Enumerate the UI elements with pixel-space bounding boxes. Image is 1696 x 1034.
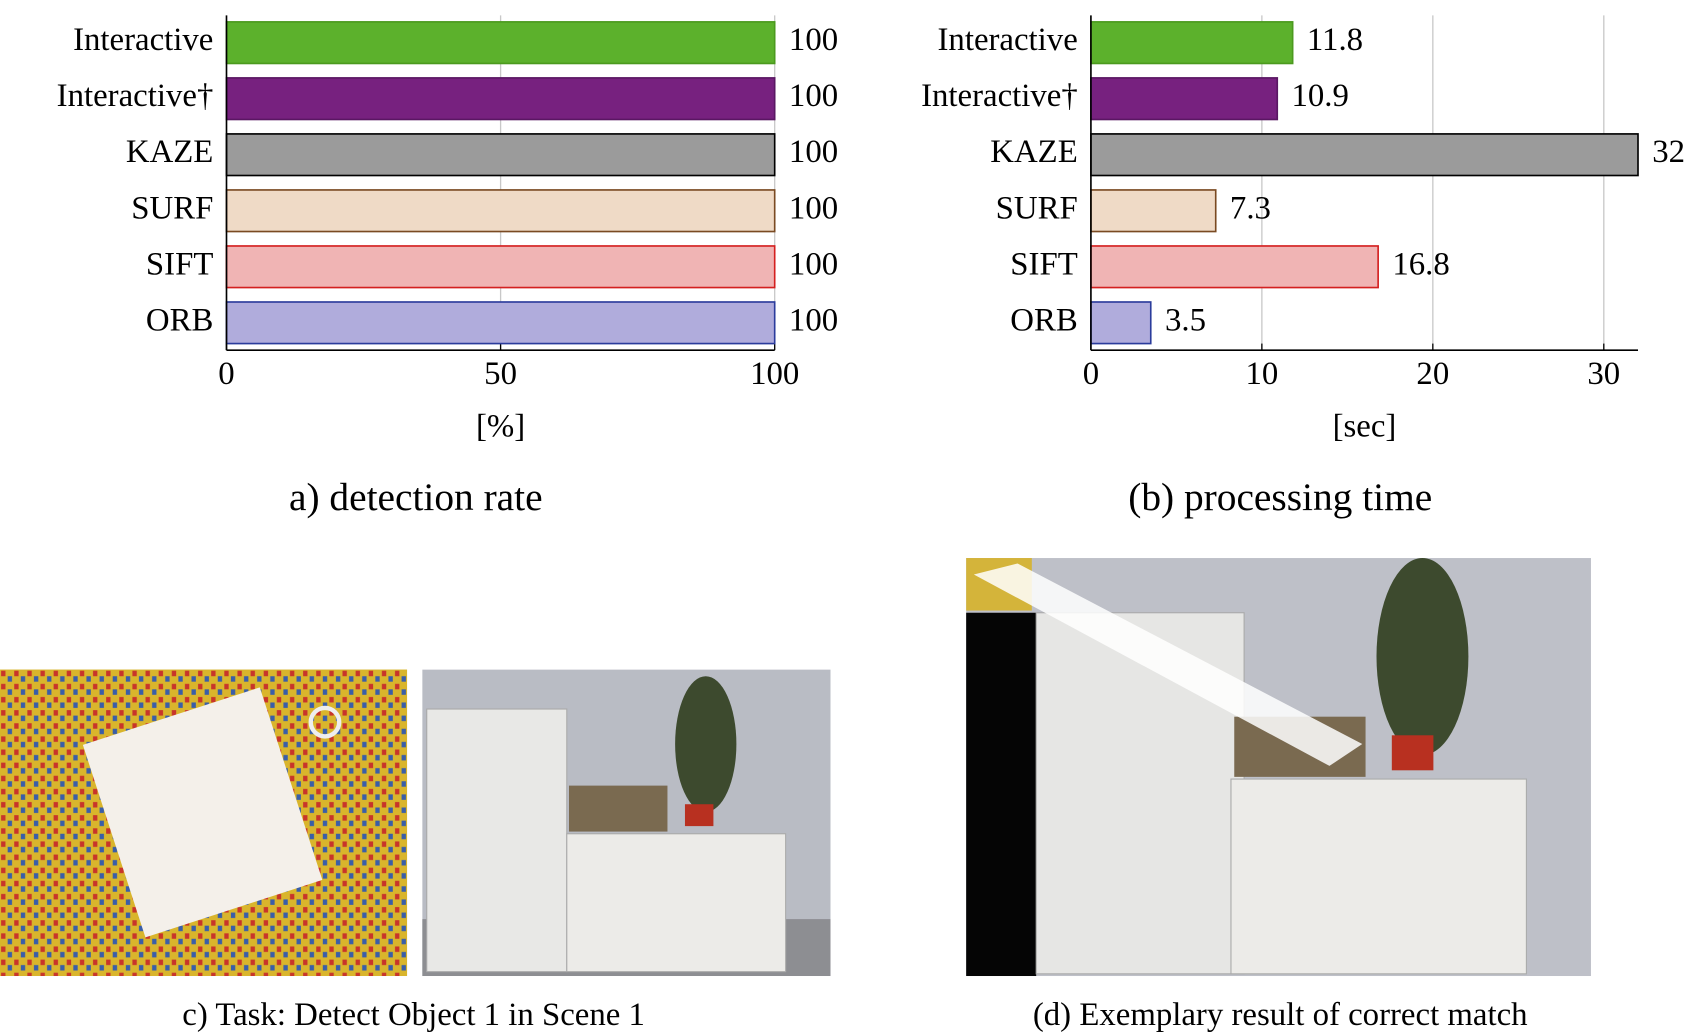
- object-photo: [0, 669, 408, 977]
- match-photo: [966, 558, 1591, 977]
- category-label: Interactive†: [57, 78, 214, 114]
- category-label: SIFT: [146, 246, 213, 282]
- value-label: 11.8: [1307, 22, 1363, 58]
- x-tick-label: 20: [1416, 356, 1449, 392]
- bar: [1090, 245, 1379, 289]
- category-label: Interactive: [73, 22, 213, 58]
- x-tick-label: 0: [1083, 356, 1099, 392]
- x-axis-label: [sec]: [1333, 408, 1397, 444]
- bar: [225, 301, 776, 345]
- bar: [1090, 189, 1217, 233]
- x-tick-label: 30: [1587, 356, 1620, 392]
- x-axis-label: [%]: [476, 408, 525, 444]
- bar: [225, 189, 776, 233]
- value-label: 10.9: [1291, 78, 1348, 114]
- value-label: 100: [789, 78, 838, 114]
- figure-caption: c) Task: Detect Object 1 in Scene 1: [182, 997, 645, 1033]
- category-label: Interactive†: [921, 78, 1078, 114]
- chart-caption: a) detection rate: [289, 475, 543, 519]
- value-label: 100: [789, 190, 838, 226]
- bar: [1090, 21, 1294, 65]
- chart-caption: (b) processing time: [1128, 475, 1432, 519]
- scene-photo: [422, 669, 831, 977]
- bar: [1090, 133, 1639, 177]
- x-tick-label: 10: [1245, 356, 1278, 392]
- figure-caption: (d) Exemplary result of correct match: [1033, 997, 1528, 1033]
- value-label: 32: [1652, 134, 1685, 170]
- bar: [225, 21, 776, 65]
- x-tick-label: 100: [750, 356, 799, 392]
- bar: [225, 245, 776, 289]
- bar: [225, 133, 776, 177]
- bar: [1090, 301, 1152, 345]
- value-label: 100: [789, 302, 838, 338]
- category-label: ORB: [146, 302, 213, 338]
- category-label: Interactive: [937, 22, 1077, 58]
- value-label: 3.5: [1165, 302, 1206, 338]
- value-label: 100: [789, 22, 838, 58]
- category-label: SURF: [996, 190, 1078, 226]
- value-label: 7.3: [1230, 190, 1271, 226]
- category-label: KAZE: [990, 134, 1077, 170]
- value-label: 100: [789, 246, 838, 282]
- value-label: 16.8: [1392, 246, 1449, 282]
- category-label: ORB: [1010, 302, 1077, 338]
- x-tick-label: 0: [218, 356, 234, 392]
- bar: [1090, 77, 1279, 121]
- category-label: KAZE: [126, 134, 213, 170]
- category-label: SURF: [131, 190, 213, 226]
- x-tick-label: 50: [484, 356, 517, 392]
- bar: [225, 77, 776, 121]
- category-label: SIFT: [1010, 246, 1077, 282]
- value-label: 100: [789, 134, 838, 170]
